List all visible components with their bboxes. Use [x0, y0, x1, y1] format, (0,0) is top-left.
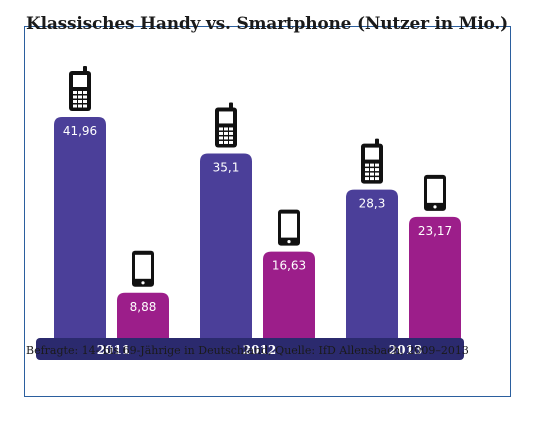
classic-phone-icon [361, 138, 383, 184]
handy-value-2011: 41,96 [63, 124, 97, 138]
year-label-2012: 2012 [243, 343, 276, 357]
smartphone-value-2013: 23,17 [418, 224, 452, 238]
year-labels: 2011 2012 2013 [97, 343, 422, 357]
classic-phone-icon [69, 66, 91, 111]
chart-title: Klassisches Handy vs. Smartphone (Nutzer… [26, 14, 508, 34]
bars-group [54, 117, 461, 340]
smartphone-icon [424, 174, 446, 211]
smartphone-value-2012: 16,63 [272, 259, 306, 273]
smartphone-bar-2012 [263, 251, 315, 340]
handy-value-2012: 35,1 [213, 160, 240, 174]
smartphone-icon [278, 209, 300, 246]
icons-group [69, 66, 446, 287]
classic-phone-icon [215, 102, 237, 148]
year-band [36, 338, 464, 360]
handy-bar-2011 [54, 117, 106, 340]
smartphone-icon [132, 250, 154, 287]
source-note: Befragte: 14- bis 69-Jährige in Deutschl… [26, 344, 469, 357]
handy-bar-2012 [200, 153, 252, 340]
smartphone-bar-2013 [409, 216, 461, 340]
smartphone-bar-2011 [117, 292, 169, 340]
handy-value-2013: 28,3 [359, 197, 386, 211]
year-label-2011: 2011 [97, 343, 130, 357]
value-labels: 41,96 8,88 35,1 16,63 28,3 23,17 [63, 124, 452, 314]
year-label-2013: 2013 [389, 343, 422, 357]
handy-bar-2013 [346, 189, 398, 340]
smartphone-value-2011: 8,88 [130, 300, 157, 314]
